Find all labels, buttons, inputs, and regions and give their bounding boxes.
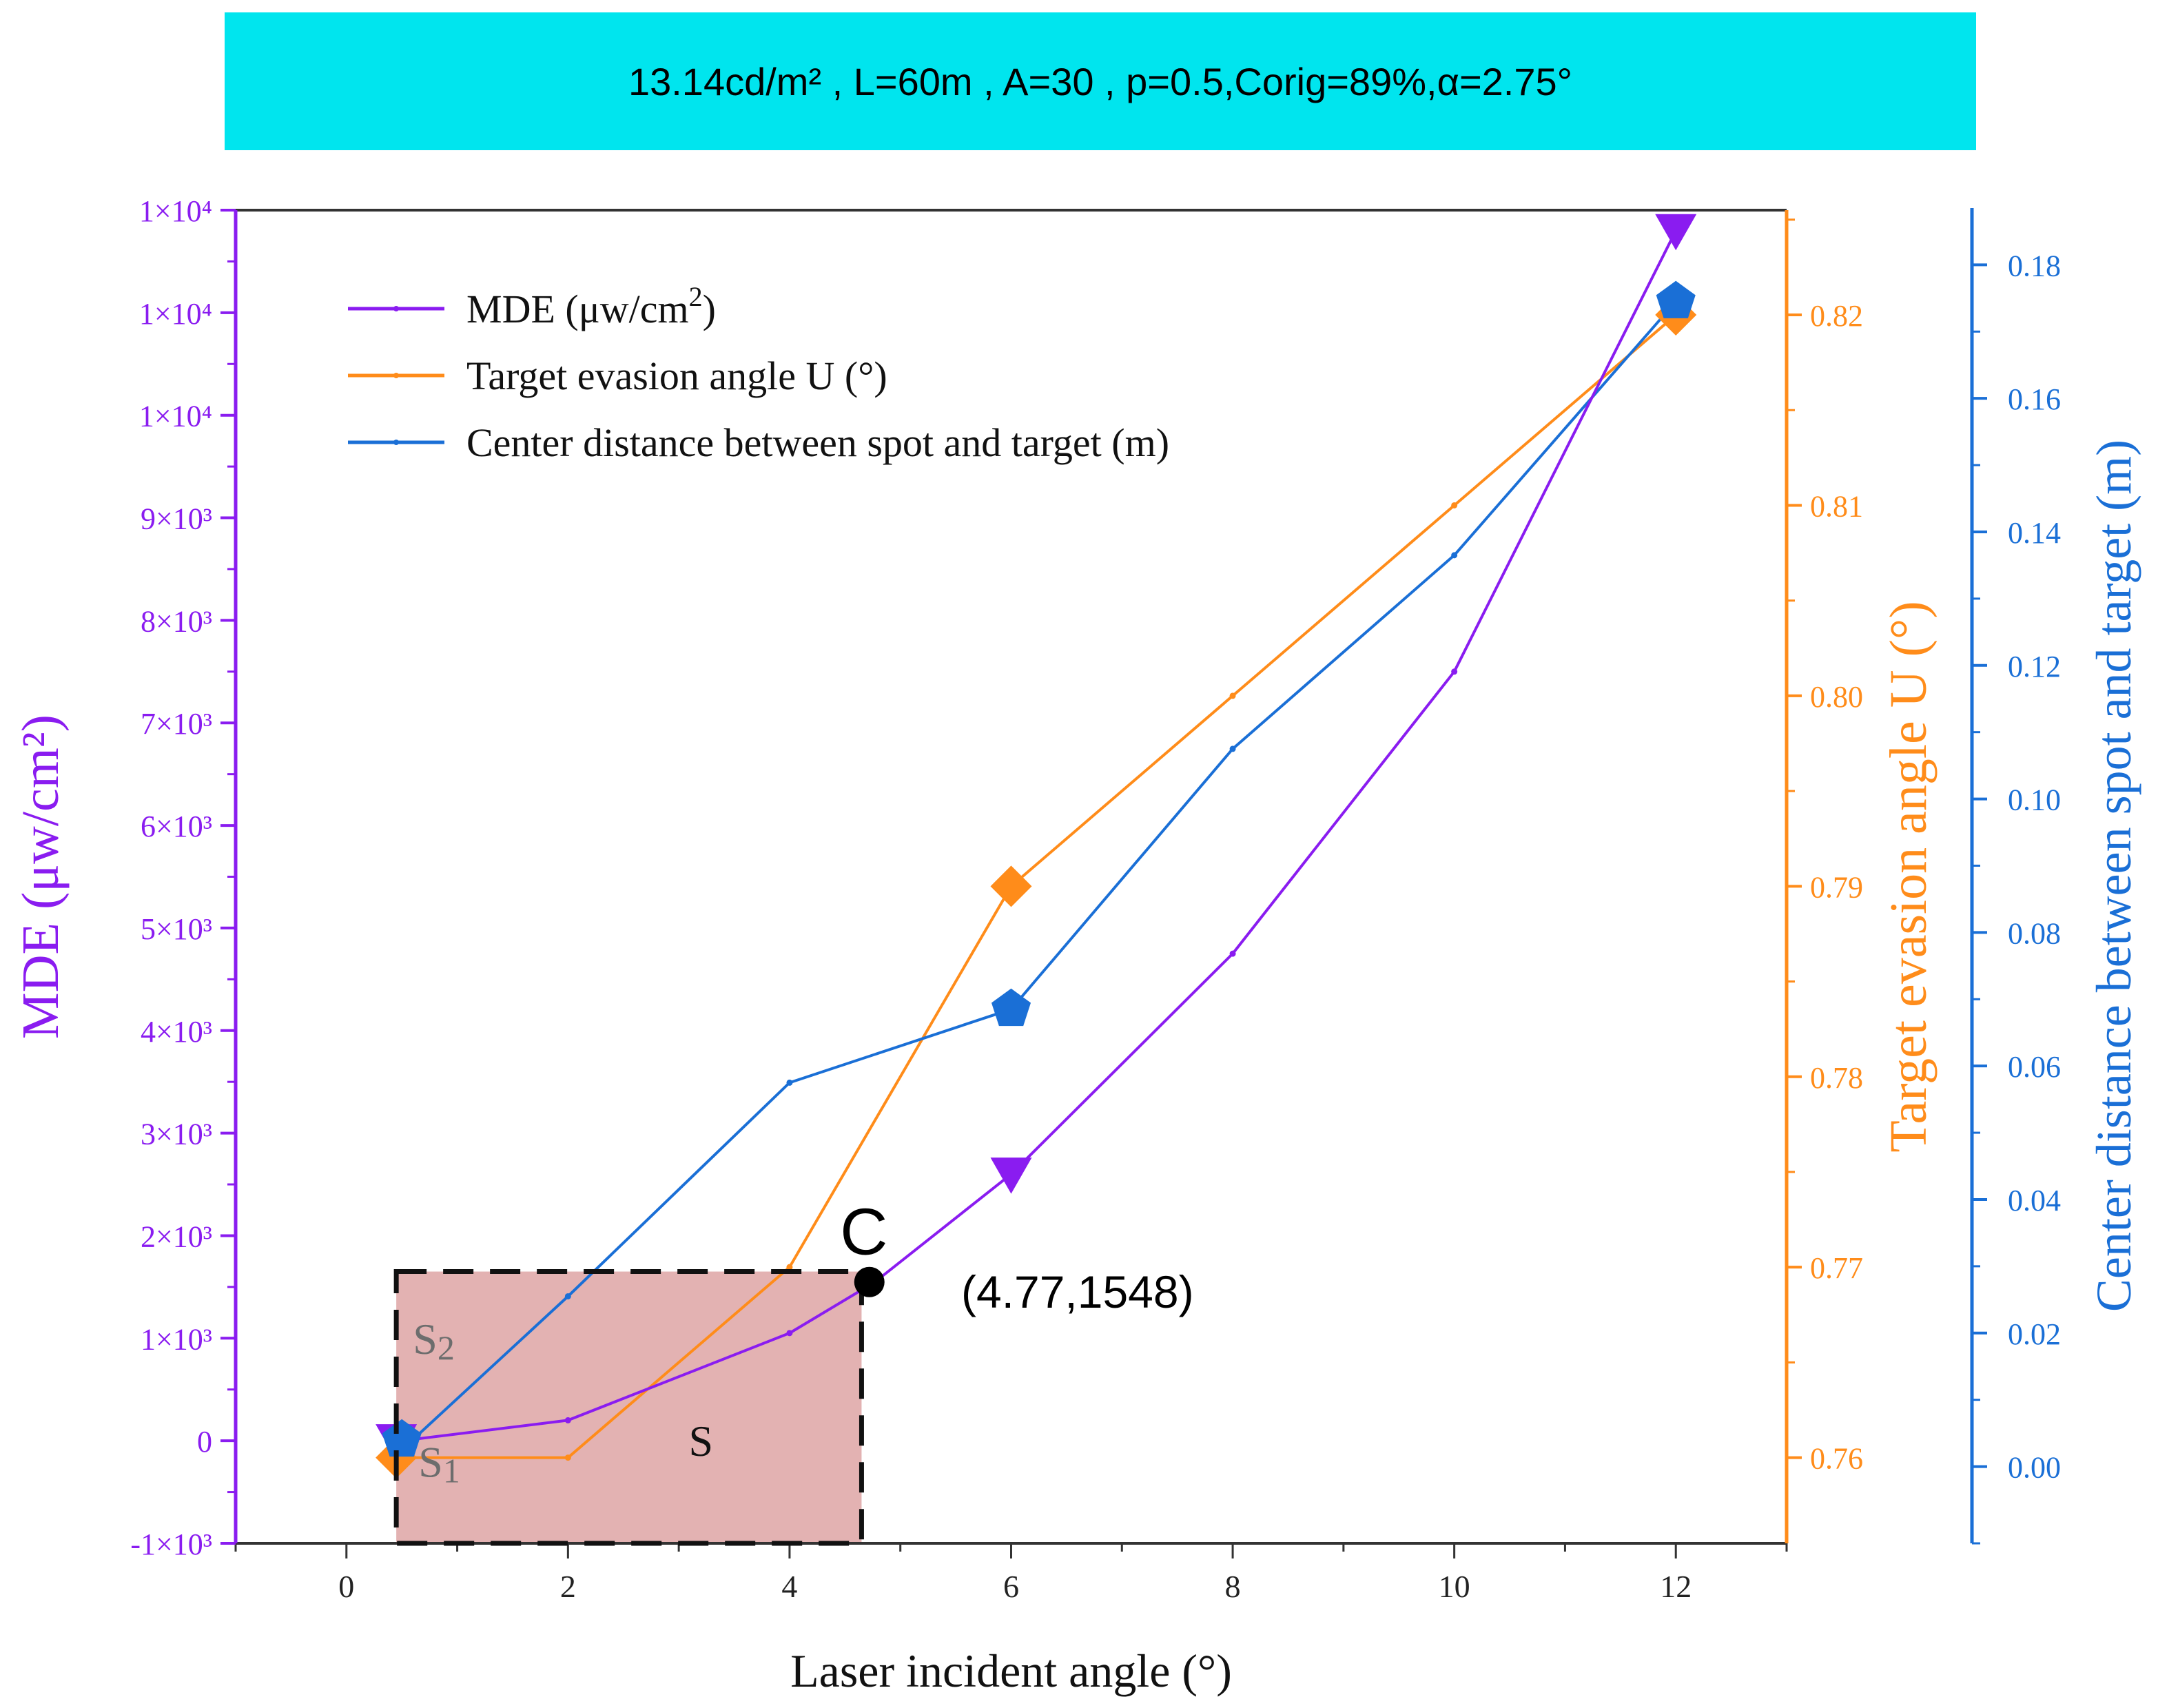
right-tick-label: 0.82 <box>1810 299 1863 333</box>
far-right-tick-label: 0.04 <box>2008 1184 2061 1217</box>
series-point-0 <box>1229 950 1236 957</box>
far-right-tick-label: 0.12 <box>2008 650 2061 683</box>
far-right-axis-title: Center distance between spot and target … <box>2086 440 2141 1312</box>
x-tick-label: 6 <box>1003 1569 1019 1604</box>
parameter-banner: 13.14cd/m² , L=60m , A=30 , p=0.5,Corig=… <box>225 12 1976 150</box>
left-tick-label: 6×10³ <box>141 810 212 843</box>
right-tick-label: 0.78 <box>1810 1061 1863 1095</box>
region-border <box>393 1269 864 1546</box>
series-point-1 <box>1451 502 1458 508</box>
region-label-s1: S1 <box>418 1437 460 1490</box>
legend-swatch-dot-1 <box>393 373 399 378</box>
left-tick-label: 5×10³ <box>141 912 212 946</box>
far-right-tick-label: 0.06 <box>2008 1050 2061 1084</box>
far-right-tick-label: 0.18 <box>2008 249 2061 282</box>
legend-swatch-dot-2 <box>393 440 399 445</box>
right-axis-title: Target evasion angle U (°) <box>1880 601 1938 1152</box>
x-tick-label: 8 <box>1225 1569 1241 1604</box>
series-point-2 <box>564 1293 571 1299</box>
far-right-tick-label: 0.00 <box>2008 1451 2061 1485</box>
far-right-tick-label: 0.16 <box>2008 382 2061 416</box>
far-right-tick-label: 0.02 <box>2008 1317 2061 1351</box>
x-tick-label: 12 <box>1660 1569 1692 1604</box>
right-tick-label: 0.76 <box>1810 1442 1863 1476</box>
series-marker-0 <box>1655 214 1697 251</box>
left-tick-label: 1×10⁴ <box>139 194 212 228</box>
far-right-tick-label: 0.10 <box>2008 783 2061 817</box>
left-tick-label: 3×10³ <box>141 1118 212 1151</box>
region-border-layer <box>393 1269 864 1546</box>
left-tick-label: 9×10³ <box>141 502 212 536</box>
shaded-region-s <box>396 1271 862 1543</box>
legend: MDE (μw/cm2) Target evasion angle U (°) Ce… <box>348 281 1169 465</box>
region-label-s2-sub: 2 <box>438 1328 455 1367</box>
left-tick-label: 1×10³ <box>141 1322 212 1356</box>
x-tick-label: 10 <box>1439 1569 1470 1604</box>
series-marker-2 <box>1656 280 1696 318</box>
series-point-2 <box>786 1079 793 1086</box>
series-point-0 <box>1451 668 1458 675</box>
point-c-coords: (4.77,1548) <box>961 1266 1194 1317</box>
left-tick-label: 2×10³ <box>141 1220 212 1253</box>
legend-swatch-dot-0 <box>393 306 399 311</box>
series-marker-2 <box>382 1419 422 1457</box>
right-tick-label: 0.81 <box>1810 489 1863 523</box>
point-c-marker <box>854 1266 885 1297</box>
series-point-0 <box>786 1330 793 1337</box>
region-label-s1-sub: 1 <box>443 1451 460 1490</box>
right-tick-label: 0.77 <box>1810 1251 1863 1285</box>
series-marker-1 <box>990 865 1032 907</box>
far-right-tick-label: 0.08 <box>2008 916 2061 950</box>
left-tick-label: 7×10³ <box>141 707 212 741</box>
x-tick-label: 2 <box>560 1569 576 1604</box>
series-point-2 <box>1229 745 1236 752</box>
right-tick-label: 0.79 <box>1810 870 1863 904</box>
right-tick-label: 0.80 <box>1810 680 1863 714</box>
x-axis-title: Laser incident angle (°) <box>790 1645 1232 1697</box>
left-tick-label: 4×10³ <box>141 1015 212 1049</box>
far-right-tick-label: 0.14 <box>2008 516 2061 550</box>
region-label-s: S <box>689 1417 714 1465</box>
series-point-1 <box>1229 692 1236 699</box>
series-point-2 <box>1451 552 1458 559</box>
series-marker-2 <box>991 988 1031 1027</box>
legend-label-tail-0: ) <box>703 287 716 331</box>
legend-label-sup-0: 2 <box>689 281 703 312</box>
left-tick-label: 1×10⁴ <box>139 400 212 433</box>
series-point-1 <box>564 1454 571 1461</box>
series-point-0 <box>564 1417 571 1423</box>
x-tick-label: 4 <box>781 1569 797 1604</box>
left-tick-label: 1×10⁴ <box>139 297 212 331</box>
series-marker-0 <box>990 1157 1032 1194</box>
legend-label-0: MDE (μw/cm2) <box>466 281 716 331</box>
point-c-label: C <box>840 1195 887 1269</box>
series-point-1 <box>786 1264 793 1270</box>
series-line-0 <box>401 229 1678 1443</box>
left-tick-label: 8×10³ <box>141 604 212 638</box>
legend-label-2: Center distance between spot and target … <box>466 420 1169 465</box>
left-axis-title: MDE (μw/cm²) <box>12 714 70 1039</box>
x-tick-label: 0 <box>338 1569 354 1604</box>
left-tick-label: 0 <box>197 1425 212 1459</box>
banner-text: 13.14cd/m² , L=60m , A=30 , p=0.5,Corig=… <box>628 59 1573 103</box>
legend-label-1: Target evasion angle U (°) <box>466 353 887 398</box>
left-tick-label: -1×10³ <box>130 1527 212 1561</box>
